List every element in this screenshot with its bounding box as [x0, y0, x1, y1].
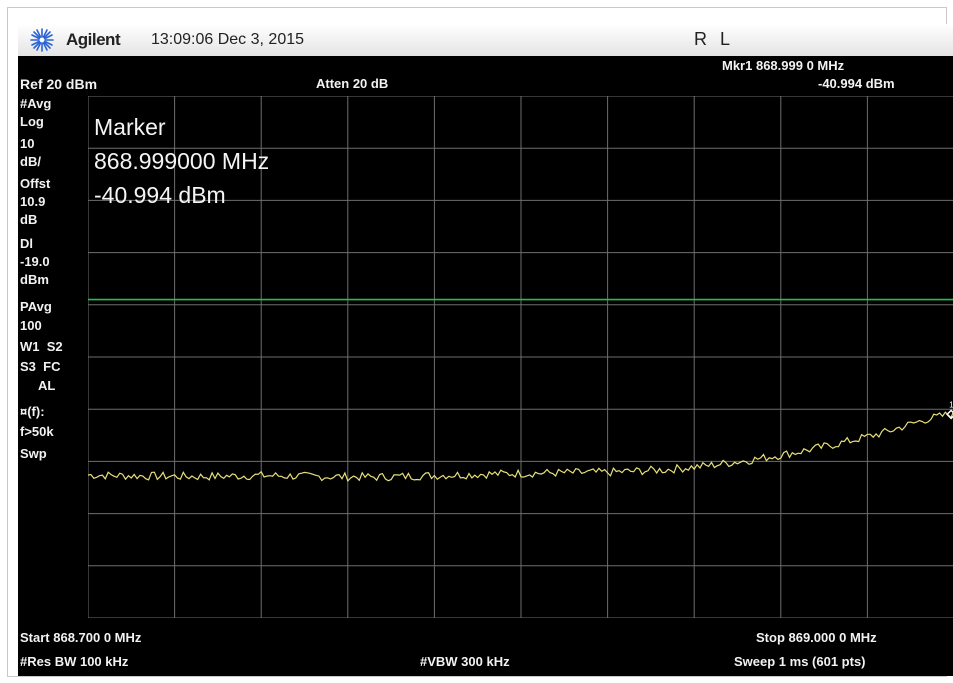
display-line-label: Dl [20, 236, 33, 251]
analyzer-screen: Mkr1 868.999 0 MHz Ref 20 dBm Atten 20 d… [18, 56, 953, 676]
trigger-value: f>50k [20, 424, 54, 439]
brand-name: Agilent [66, 30, 121, 49]
trace-w1-s2: W1 S2 [20, 339, 63, 354]
pavg-label: PAvg [20, 299, 52, 314]
offset-value: 10.9 [20, 194, 46, 209]
remote-local-status: R L [694, 29, 735, 49]
avg-label: #Avg [20, 96, 52, 111]
spectrum-plot: 1 [88, 96, 953, 618]
start-frequency: Start 868.700 0 MHz [20, 630, 142, 645]
offset-unit: dB [20, 212, 38, 227]
marker-frequency-readout: Mkr1 868.999 0 MHz [722, 58, 845, 73]
marker-box-title: Marker [94, 114, 166, 140]
video-bandwidth: #VBW 300 kHz [420, 654, 510, 669]
stop-frequency: Stop 869.000 0 MHz [756, 630, 877, 645]
marker-amplitude-readout: -40.994 dBm [818, 76, 895, 91]
sweep-label: Swp [20, 446, 47, 461]
display-line-unit: dBm [20, 272, 49, 287]
scale-unit: dB/ [20, 154, 41, 169]
offset-label: Offst [20, 176, 51, 191]
marker-box-frequency: 868.999000 MHz [94, 148, 270, 174]
trace-al: AL [38, 378, 56, 393]
agilent-spark-icon [30, 28, 54, 52]
attenuation: Atten 20 dB [316, 76, 389, 91]
marker-box-amplitude: -40.994 dBm [94, 182, 226, 208]
date-time: 13:09:06 Dec 3, 2015 [151, 31, 305, 48]
trigger-label: ¤(f): [20, 404, 45, 419]
log-label: Log [20, 114, 44, 129]
pavg-value: 100 [20, 318, 42, 333]
trace-s3-fc: S3 FC [20, 359, 61, 374]
reference-level: Ref 20 dBm [20, 76, 98, 92]
sweep-time: Sweep 1 ms (601 pts) [734, 654, 866, 669]
plot-grid [88, 96, 953, 618]
title-bar: Agilent 13:09:06 Dec 3, 2015 R L [18, 24, 953, 56]
marker-diamond-icon [946, 409, 953, 420]
display-line-value: -19.0 [20, 254, 50, 269]
resolution-bandwidth: #Res BW 100 kHz [20, 654, 129, 669]
scale-value: 10 [20, 136, 35, 151]
marker-number: 1 [949, 400, 953, 409]
spectrum-trace [88, 411, 953, 482]
